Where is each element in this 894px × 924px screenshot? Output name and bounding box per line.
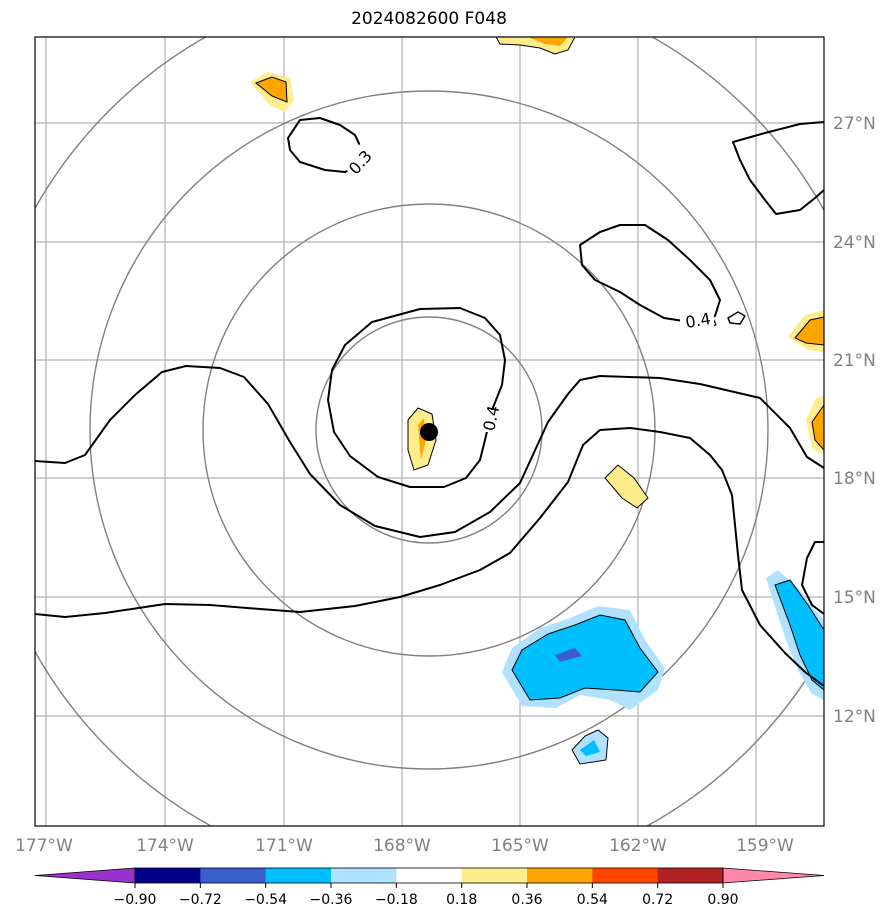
colorbar-extend-high	[722, 867, 825, 884]
negative-anomaly-shading	[502, 570, 824, 765]
latitude-labels: 27°N 24°N 21°N 18°N 15°N 12°N	[833, 114, 876, 727]
colorbar-tick-label: 0.72	[642, 892, 673, 908]
lat-label: 18°N	[833, 469, 876, 489]
lat-label: 21°N	[833, 351, 876, 371]
positive-anomaly-shading	[250, 37, 824, 509]
lon-label: 168°W	[373, 836, 431, 856]
lon-label: 165°W	[491, 836, 549, 856]
lat-label: 12°N	[833, 707, 876, 727]
storm-center-marker	[420, 423, 438, 441]
colorbar-frame	[134, 867, 724, 884]
colorbar-tick-label: −0.18	[375, 892, 418, 908]
longitude-labels: 177°W 174°W 171°W 168°W 165°W 162°W 159°…	[15, 836, 794, 856]
colorbar-segment	[592, 868, 659, 883]
colorbar-tick-label: 0.90	[707, 892, 738, 908]
colorbar-segment	[265, 868, 332, 883]
map-title: 2024082600 F048	[351, 9, 507, 29]
colorbar-tick-label: −0.54	[244, 892, 287, 908]
colorbar-tick-label: 0.36	[511, 892, 542, 908]
colorbar-segment	[331, 868, 397, 883]
lon-label: 177°W	[15, 836, 73, 856]
colorbar-tick-label: −0.90	[114, 892, 157, 908]
lon-label: 159°W	[736, 836, 794, 856]
range-rings	[35, 37, 824, 826]
colorbar-segment	[135, 868, 201, 883]
contour-label-group: 0.3 0.4 0.4	[341, 142, 714, 433]
lon-label: 174°W	[136, 836, 194, 856]
gridlines	[35, 37, 824, 826]
colorbar-tick-label: 0.18	[446, 892, 477, 908]
lon-label: 171°W	[255, 836, 313, 856]
contour-label-0-3: 0.3	[345, 147, 376, 179]
colorbar-segment	[527, 868, 593, 883]
contour-label-0-4-center: 0.4	[479, 404, 503, 433]
lat-label: 27°N	[833, 114, 876, 134]
colorbar-segment	[200, 868, 267, 883]
colorbar-tick-label: −0.36	[310, 892, 353, 908]
colorbar-tick-label: 0.54	[577, 892, 608, 908]
colorbar-tick-label: −0.72	[179, 892, 222, 908]
contour-label-0-4-east: 0.4	[684, 309, 712, 332]
lat-label: 24°N	[833, 233, 876, 253]
colorbar-segment	[657, 868, 724, 883]
colorbar-extend-low	[34, 867, 136, 884]
lon-label: 162°W	[609, 836, 667, 856]
lat-label: 15°N	[833, 588, 876, 608]
map-frame	[34, 36, 825, 827]
colorbar: −0.90 −0.72 −0.54 −0.36 −0.18 0.18 0.36 0.54 0.7…	[34, 867, 825, 908]
colorbar-segment	[396, 868, 463, 883]
colorbar-segment	[461, 868, 528, 883]
contour-lines	[35, 117, 824, 687]
